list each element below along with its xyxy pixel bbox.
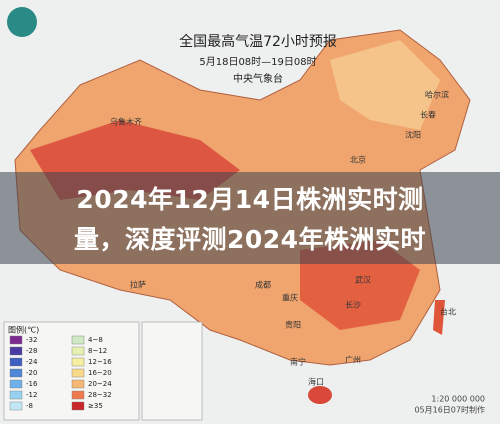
legend-label: -28 xyxy=(26,347,37,355)
legend-label: 20~24 xyxy=(88,380,112,388)
legend-label: ≥35 xyxy=(88,402,103,410)
inset-map xyxy=(141,321,203,421)
city-label: 沈阳 xyxy=(405,130,421,140)
legend-label: -32 xyxy=(26,336,37,344)
legend-label: 8~12 xyxy=(88,347,107,355)
legend-label: -20 xyxy=(26,369,37,377)
logo xyxy=(7,7,37,37)
map-issued: 05月16日07时制作 xyxy=(414,405,485,415)
legend-swatch xyxy=(71,357,85,367)
legend-swatch xyxy=(9,368,23,378)
island xyxy=(308,386,332,404)
city-label: 武汉 xyxy=(355,275,371,285)
city-label: 贵阳 xyxy=(285,320,301,330)
legend-swatch xyxy=(9,335,23,345)
city-label: 长春 xyxy=(420,110,436,120)
city-label: 北京 xyxy=(350,155,366,165)
map-agency: 中央气象台 xyxy=(233,72,283,85)
city-label: 成都 xyxy=(255,280,271,290)
legend-label: 28~32 xyxy=(88,391,112,399)
legend-label: -24 xyxy=(26,358,38,366)
map-subtitle: 5月18日08时—19日08时 xyxy=(199,56,316,68)
city-label: 乌鲁木齐 xyxy=(110,117,142,127)
legend-label: 12~16 xyxy=(88,358,112,366)
legend-swatch xyxy=(9,401,23,411)
city-label: 南宁 xyxy=(290,357,306,367)
overlay-title: 量，深度评测2024年株洲实时 xyxy=(73,225,427,254)
legend-label: 16~20 xyxy=(88,369,112,377)
map-title: 全国最高气温72小时预报 xyxy=(179,33,337,50)
map-scale: 1:20 000 000 xyxy=(431,395,485,404)
legend-swatch xyxy=(71,346,85,356)
city-label: 海口 xyxy=(308,377,324,387)
city-label: 重庆 xyxy=(282,293,298,303)
city-label: 台北 xyxy=(440,307,456,317)
legend-box xyxy=(3,321,140,421)
city-label: 哈尔滨 xyxy=(425,90,449,100)
mild-zone xyxy=(330,40,440,130)
legend-swatch xyxy=(71,401,85,411)
legend-title: 图例(℃) xyxy=(8,325,39,335)
legend-swatch xyxy=(9,357,23,367)
legend-label: -16 xyxy=(26,380,38,388)
legend-swatch xyxy=(71,379,85,389)
legend-label: 4~8 xyxy=(88,336,103,344)
overlay-band xyxy=(0,172,500,264)
legend-swatch xyxy=(9,390,23,400)
legend-label: -8 xyxy=(26,402,33,410)
legend-swatch xyxy=(71,368,85,378)
overlay-title: 2024年12月14日株洲实时测 xyxy=(76,185,424,214)
legend-swatch xyxy=(9,346,23,356)
city-label: 广州 xyxy=(345,355,361,365)
legend-swatch xyxy=(71,390,85,400)
legend-swatch xyxy=(71,335,85,345)
city-label: 拉萨 xyxy=(130,280,146,290)
city-label: 长沙 xyxy=(345,300,361,310)
legend-label: -12 xyxy=(26,391,37,399)
island xyxy=(433,300,445,335)
legend: 图例(℃) -32 -28 -24 -20 -16 -12 -8 4~8 8~12 12~16 16… xyxy=(3,321,140,421)
legend-swatch xyxy=(9,379,23,389)
